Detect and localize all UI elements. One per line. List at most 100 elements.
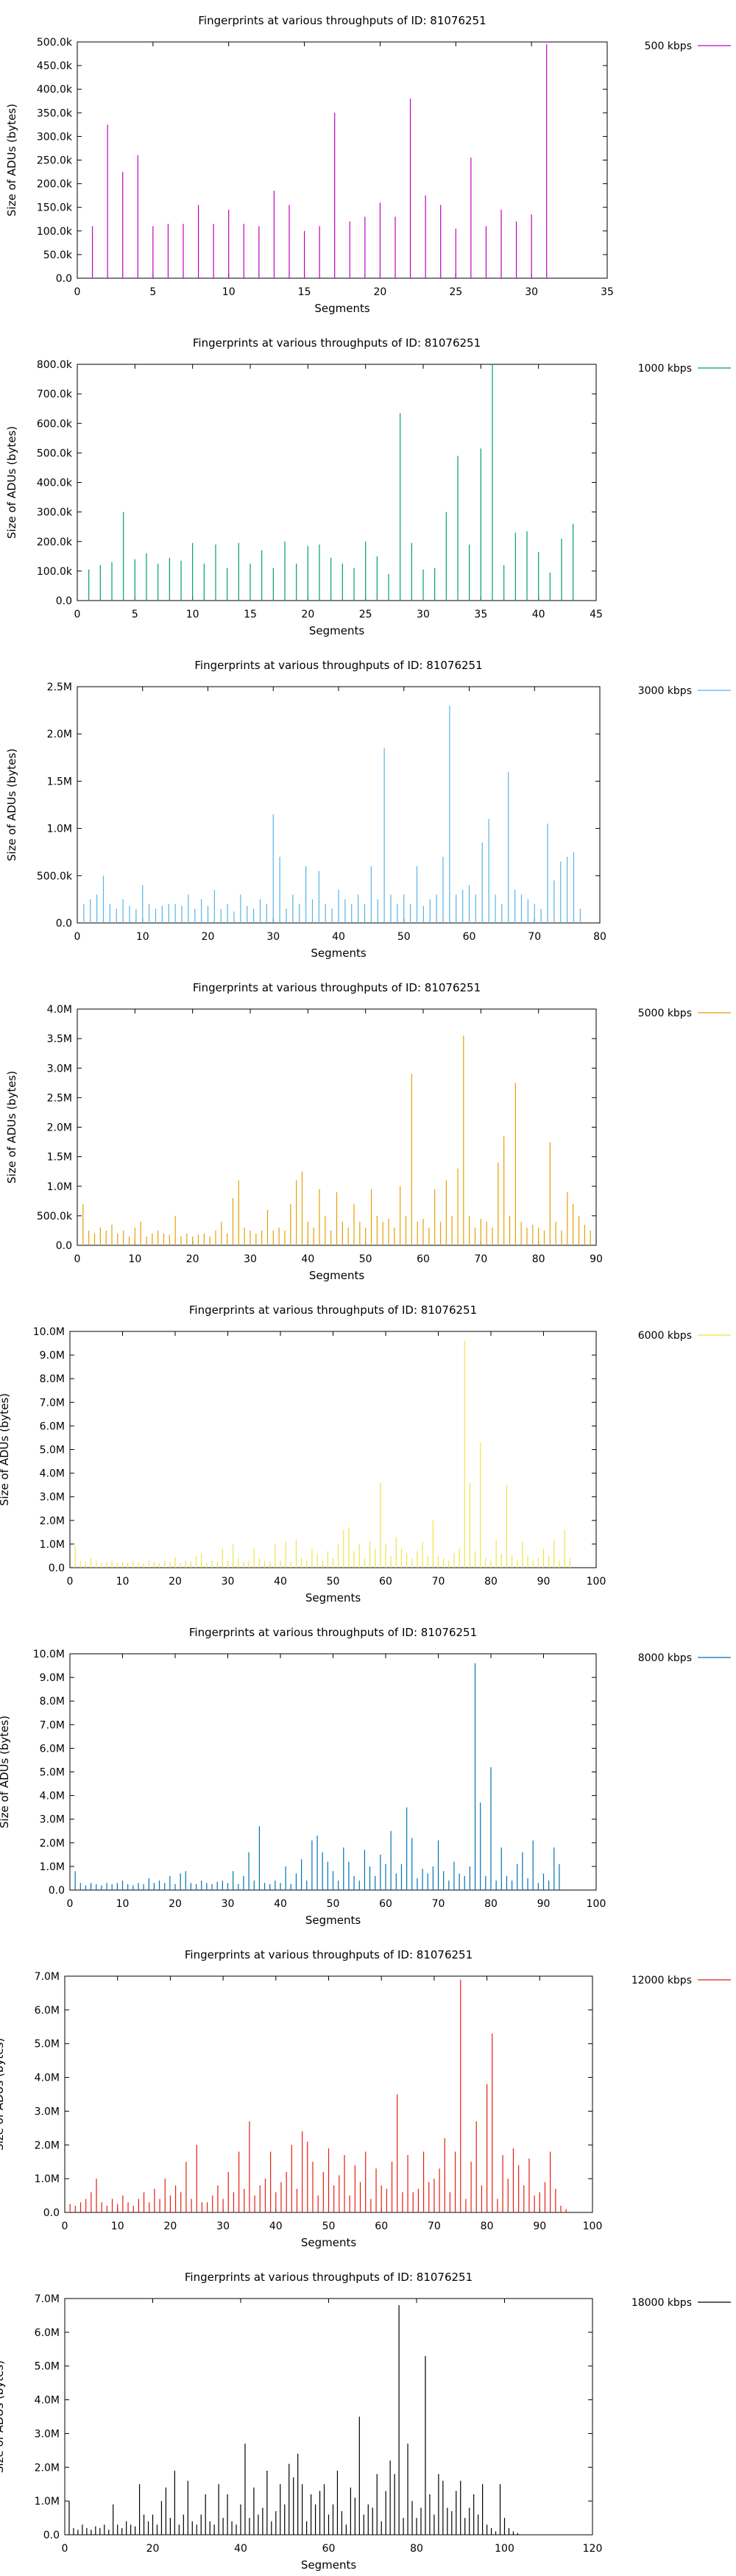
x-tick-label: 20 — [202, 931, 215, 943]
x-tick-label: 50 — [322, 2221, 336, 2232]
y-tick-label: 7.0M — [40, 1719, 65, 1731]
y-tick-label: 8.0M — [40, 1696, 65, 1708]
y-tick-label: 1.5M — [47, 1152, 72, 1164]
y-tick-label: 500.0k — [37, 871, 73, 882]
y-tick-label: 250.0k — [37, 155, 73, 167]
x-tick-label: 5 — [149, 286, 156, 298]
y-tick-label: 1.0M — [35, 2496, 60, 2508]
y-tick-label: 0.0 — [43, 2530, 60, 2541]
chart-panel-1: Fingerprints at various throughputs of I… — [5, 14, 731, 315]
y-tick-label: 700.0k — [37, 389, 73, 400]
plot-frame — [77, 686, 601, 924]
y-tick-label: 600.0k — [37, 418, 73, 430]
y-tick-label: 0.0 — [43, 2207, 60, 2219]
x-tick-label: 40 — [274, 1576, 287, 1588]
x-tick-label: 0 — [74, 609, 81, 620]
y-tick-label: 2.0M — [47, 1122, 72, 1134]
y-tick-label: 7.0M — [35, 1971, 60, 1983]
x-axis-label: Segments — [309, 1269, 365, 1282]
y-axis-label: Size of ADUs (bytes) — [0, 1716, 11, 1828]
y-tick-label: 200.0k — [37, 537, 73, 548]
y-tick-label: 2.0M — [40, 1515, 65, 1527]
x-tick-label: 60 — [322, 2543, 336, 2555]
x-tick-label: 80 — [484, 1576, 498, 1588]
x-tick-label: 70 — [474, 1253, 487, 1265]
y-tick-label: 4.0M — [35, 2073, 60, 2084]
y-axis-label: Size of ADUs (bytes) — [5, 1071, 18, 1183]
y-tick-label: 1.0M — [40, 1539, 65, 1551]
x-tick-label: 40 — [269, 2221, 283, 2232]
plot-frame — [77, 41, 608, 279]
x-tick-label: 40 — [234, 2543, 247, 2555]
x-axis-label: Segments — [301, 2236, 357, 2249]
x-tick-label: 10 — [186, 609, 199, 620]
y-tick-label: 5.0M — [40, 1767, 65, 1779]
y-tick-label: 8.0M — [40, 1373, 65, 1385]
legend-label: 1000 kbps — [638, 363, 692, 375]
y-tick-label: 4.0M — [40, 1791, 65, 1802]
y-axis-label: Size of ADUs (bytes) — [0, 1393, 11, 1506]
x-tick-label: 90 — [537, 1898, 551, 1910]
y-tick-label: 2.0M — [47, 729, 72, 740]
x-tick-label: 15 — [244, 609, 257, 620]
x-tick-label: 60 — [463, 931, 476, 943]
x-tick-label: 70 — [432, 1898, 445, 1910]
x-axis-label: Segments — [301, 2558, 357, 2572]
x-tick-label: 30 — [216, 2221, 230, 2232]
x-tick-label: 100 — [587, 1576, 606, 1588]
x-tick-label: 0 — [74, 286, 81, 298]
y-tick-label: 2.0M — [35, 2140, 60, 2151]
x-tick-label: 10 — [116, 1898, 130, 1910]
chart-panel-8: Fingerprints at various throughputs of I… — [0, 2271, 731, 2572]
chart-title: Fingerprints at various throughputs of I… — [194, 659, 482, 672]
y-tick-label: 0.0 — [56, 918, 72, 930]
chart-panel-5: Fingerprints at various throughputs of I… — [0, 1303, 731, 1604]
chart-panel-6: Fingerprints at various throughputs of I… — [0, 1626, 731, 1927]
x-tick-label: 10 — [222, 286, 236, 298]
y-tick-label: 10.0M — [33, 1326, 65, 1338]
y-tick-label: 2.5M — [47, 1092, 72, 1104]
x-tick-label: 90 — [533, 2221, 546, 2232]
x-tick-label: 60 — [375, 2221, 388, 2232]
chart-panel-2: Fingerprints at various throughputs of I… — [5, 336, 731, 637]
x-tick-label: 20 — [169, 1898, 182, 1910]
y-tick-label: 50.0k — [43, 250, 73, 261]
x-tick-label: 80 — [410, 2543, 423, 2555]
y-tick-label: 3.0M — [47, 1063, 72, 1075]
y-tick-label: 5.0M — [40, 1445, 65, 1457]
chart-title: Fingerprints at various throughputs of I… — [189, 1303, 477, 1317]
x-tick-label: 90 — [537, 1576, 551, 1588]
x-tick-label: 0 — [62, 2221, 68, 2232]
y-tick-label: 3.0M — [35, 2428, 60, 2440]
x-tick-label: 25 — [449, 286, 462, 298]
y-tick-label: 1.0M — [35, 2173, 60, 2185]
y-tick-label: 3.0M — [40, 1492, 65, 1504]
y-tick-label: 5.0M — [35, 2039, 60, 2050]
x-tick-label: 40 — [301, 1253, 314, 1265]
y-tick-label: 400.0k — [37, 478, 73, 489]
chart-panel-3: Fingerprints at various throughputs of I… — [5, 659, 731, 960]
y-tick-label: 10.0M — [33, 1649, 65, 1660]
y-tick-label: 100.0k — [37, 226, 73, 238]
x-tick-label: 30 — [417, 609, 430, 620]
legend-label: 18000 kbps — [631, 2297, 692, 2309]
y-tick-label: 300.0k — [37, 131, 73, 143]
x-tick-label: 60 — [379, 1898, 392, 1910]
y-tick-label: 0.0 — [49, 1563, 65, 1574]
y-tick-label: 350.0k — [37, 107, 73, 119]
chart-title: Fingerprints at various throughputs of I… — [193, 336, 481, 350]
x-tick-label: 30 — [525, 286, 538, 298]
x-tick-label: 0 — [67, 1898, 74, 1910]
y-tick-label: 800.0k — [37, 359, 73, 371]
legend-label: 5000 kbps — [638, 1008, 692, 1019]
x-tick-label: 90 — [590, 1253, 603, 1265]
x-tick-label: 0 — [74, 1253, 81, 1265]
y-tick-label: 4.0M — [35, 2395, 60, 2407]
x-axis-label: Segments — [305, 1914, 361, 1927]
y-tick-label: 3.0M — [35, 2106, 60, 2117]
x-tick-label: 80 — [593, 931, 606, 943]
y-axis-label: Size of ADUs (bytes) — [5, 104, 18, 216]
y-axis-label: Size of ADUs (bytes) — [5, 749, 18, 861]
y-tick-label: 6.0M — [40, 1743, 65, 1755]
x-tick-label: 30 — [222, 1898, 235, 1910]
